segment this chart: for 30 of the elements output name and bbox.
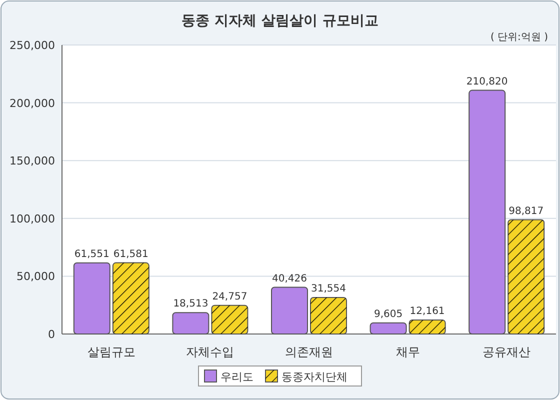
y-tick-label: 0 xyxy=(48,328,55,341)
data-label: 12,161 xyxy=(410,306,445,317)
data-label: 40,426 xyxy=(272,273,307,284)
x-tick-label: 살림규모 xyxy=(87,345,136,359)
x-tick-label: 채무 xyxy=(396,345,420,359)
x-tick-label: 공유재산 xyxy=(482,345,531,359)
legend-label: 동종자치단체 xyxy=(282,370,348,384)
y-tick-label: 250,000 xyxy=(10,39,55,52)
data-label: 24,757 xyxy=(212,291,248,302)
data-label: 61,581 xyxy=(113,248,148,260)
y-tick-label: 150,000 xyxy=(10,154,55,168)
data-label: 9,605 xyxy=(374,308,403,320)
bar xyxy=(172,312,210,334)
chart-title: 동종 지자체 살림살이 규모비교 xyxy=(182,13,378,29)
text: ( 단위:억원 ) xyxy=(490,32,548,43)
data-label: 61,551 xyxy=(74,248,110,260)
data-label: 98,817 xyxy=(508,206,544,217)
x-tick-label: 자체수입 xyxy=(186,345,234,359)
legend-label: 우리도 xyxy=(220,370,254,384)
data-label: 210,820 xyxy=(466,76,508,88)
bar xyxy=(370,322,407,334)
y-tick-label: 200,000 xyxy=(10,96,55,110)
y-tick-label: 100,000 xyxy=(10,212,55,226)
x-tick-label: 의존재원 xyxy=(285,345,333,359)
data-label: 18,513 xyxy=(173,298,208,310)
y-tick-label: 50,000 xyxy=(16,270,55,284)
bar xyxy=(73,262,110,334)
bar xyxy=(271,286,308,334)
bar xyxy=(468,90,506,334)
data-label: 31,554 xyxy=(311,284,346,295)
